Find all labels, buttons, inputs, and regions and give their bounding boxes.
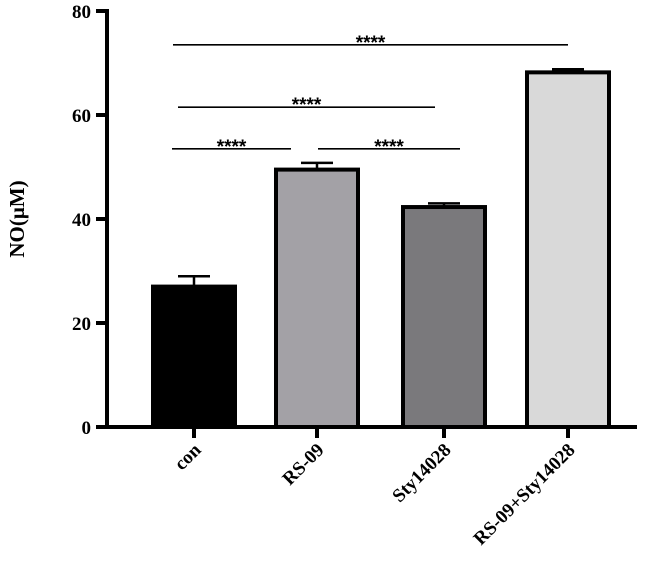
y-tick-label-80: 80 — [72, 2, 91, 23]
y-axis-title: NO(μM) — [5, 180, 29, 257]
significance-layer: **** **** **** **** — [172, 33, 568, 158]
bar-rs-09 — [274, 167, 360, 429]
error-bar-rs-09 — [301, 161, 333, 170]
y-tick-label-60: 60 — [72, 106, 91, 127]
significance-label: **** — [356, 33, 386, 54]
significance-con-vs-sty14028: **** — [178, 95, 435, 116]
error-bars-layer — [178, 67, 584, 287]
bar-con — [151, 284, 237, 429]
significance-label: **** — [217, 137, 247, 158]
x-tick-label-con: con — [171, 439, 206, 474]
bar-sty14028 — [401, 205, 487, 429]
significance-con-vs-rs-09: **** — [172, 137, 291, 158]
significance-label: **** — [374, 137, 404, 158]
x-tick-label-sty14028: Sty14028 — [388, 440, 455, 507]
y-tick-label-40: 40 — [72, 210, 91, 231]
x-tick-label-rs-09: RS-09 — [279, 440, 329, 490]
significance-rs-09-vs-sty14028: **** — [318, 137, 460, 158]
error-bar-sty14028 — [428, 202, 460, 208]
bar-rs-09-sty14028 — [525, 70, 611, 430]
error-bar-rs-09-sty14028 — [552, 67, 584, 73]
significance-label: **** — [292, 95, 322, 116]
significance-con-vs-rs-09-sty14028: **** — [173, 33, 568, 54]
x-tick-label-rs-09-sty14028: RS-09+Sty14028 — [470, 440, 580, 550]
y-tick-label-20: 20 — [72, 314, 91, 335]
y-tick-label-0: 0 — [82, 418, 92, 439]
bars-layer — [151, 70, 611, 430]
error-bar-con — [178, 274, 210, 287]
